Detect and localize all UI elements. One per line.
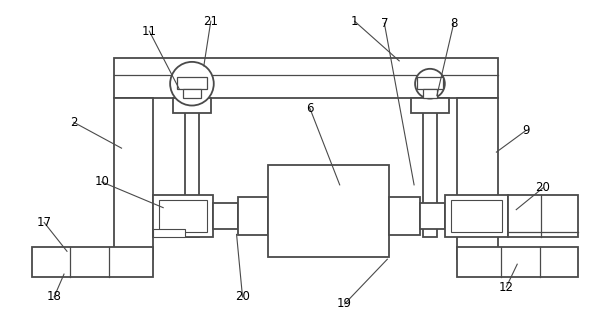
Bar bbox=[159, 200, 207, 232]
Bar bbox=[183, 89, 201, 97]
Bar bbox=[423, 97, 437, 238]
Text: 20: 20 bbox=[536, 181, 550, 194]
Bar bbox=[508, 195, 578, 238]
Bar bbox=[389, 197, 420, 236]
Bar bbox=[32, 247, 153, 277]
Bar bbox=[451, 200, 503, 232]
Text: 11: 11 bbox=[142, 25, 157, 38]
Bar bbox=[185, 97, 199, 238]
Text: 8: 8 bbox=[450, 17, 458, 30]
Text: 10: 10 bbox=[95, 176, 109, 188]
Bar bbox=[113, 58, 498, 97]
Bar bbox=[420, 203, 445, 229]
Bar bbox=[417, 77, 443, 89]
Bar bbox=[445, 195, 508, 238]
Bar bbox=[153, 229, 185, 238]
Bar bbox=[457, 97, 498, 259]
Text: 20: 20 bbox=[235, 290, 250, 304]
Text: 9: 9 bbox=[522, 124, 530, 137]
Bar bbox=[268, 165, 389, 257]
Text: 18: 18 bbox=[46, 290, 62, 304]
Text: 12: 12 bbox=[499, 280, 514, 293]
Bar bbox=[213, 203, 237, 229]
Text: 6: 6 bbox=[306, 102, 314, 115]
Bar bbox=[153, 195, 213, 238]
Bar bbox=[423, 89, 437, 97]
Text: 1: 1 bbox=[351, 15, 358, 28]
Bar bbox=[177, 77, 207, 89]
Bar bbox=[237, 197, 268, 236]
Text: 2: 2 bbox=[70, 116, 77, 129]
Bar bbox=[411, 97, 449, 114]
Bar bbox=[113, 97, 153, 259]
Circle shape bbox=[170, 62, 214, 106]
Text: 7: 7 bbox=[381, 17, 388, 30]
Text: 21: 21 bbox=[203, 15, 218, 28]
Bar bbox=[457, 247, 578, 277]
Text: 19: 19 bbox=[337, 297, 352, 310]
Bar bbox=[173, 97, 211, 114]
Circle shape bbox=[415, 69, 445, 98]
Text: 17: 17 bbox=[37, 216, 52, 229]
